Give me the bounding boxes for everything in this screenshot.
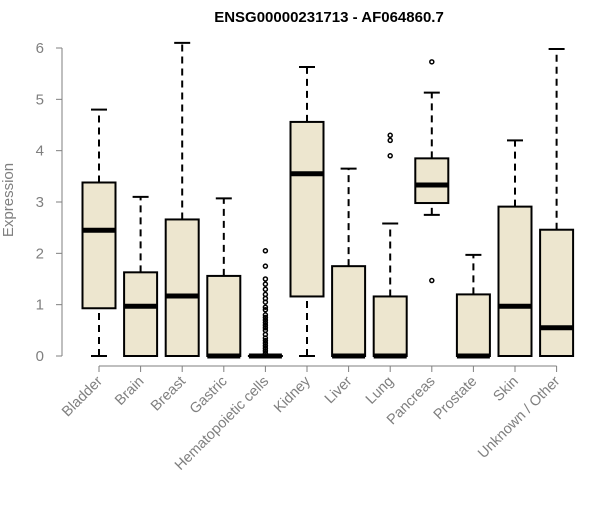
- x-tick-label: Brain: [112, 374, 147, 409]
- x-tick-label: Breast: [148, 374, 189, 415]
- y-tick-label: 2: [36, 245, 44, 262]
- x-tick-label: Kidney: [271, 373, 314, 416]
- outlier-point: [263, 277, 267, 281]
- y-axis-label: Expression: [0, 163, 17, 237]
- outlier-point: [430, 60, 434, 64]
- outlier-point: [263, 292, 267, 296]
- x-tick-label: Prostate: [431, 374, 480, 423]
- box: [166, 219, 199, 356]
- outlier-point: [388, 154, 392, 158]
- x-tick-label: Liver: [322, 373, 356, 407]
- outlier-point: [388, 138, 392, 142]
- x-tick-label: Lung: [363, 374, 397, 408]
- outlier-point: [388, 133, 392, 137]
- outlier-point: [263, 249, 267, 253]
- outlier-point: [430, 279, 434, 283]
- y-tick-label: 4: [36, 143, 44, 160]
- box: [124, 272, 157, 356]
- outlier-point: [263, 282, 267, 286]
- box: [332, 266, 365, 356]
- outlier-point: [263, 264, 267, 268]
- chart-title: ENSG00000231713 - AF064860.7: [214, 9, 444, 26]
- x-tick-label: Skin: [491, 374, 522, 405]
- box: [374, 296, 407, 356]
- box: [83, 182, 116, 308]
- y-tick-label: 3: [36, 194, 44, 211]
- y-tick-label: 6: [36, 40, 44, 57]
- box: [540, 230, 573, 356]
- box: [415, 158, 448, 203]
- y-tick-label: 5: [36, 91, 44, 108]
- x-tick-label: Bladder: [59, 373, 106, 420]
- y-tick-label: 1: [36, 297, 44, 314]
- outlier-point: [263, 287, 267, 291]
- box: [207, 276, 240, 356]
- box: [499, 207, 532, 356]
- box: [457, 294, 490, 356]
- y-tick-label: 0: [36, 348, 44, 365]
- box: [291, 122, 324, 297]
